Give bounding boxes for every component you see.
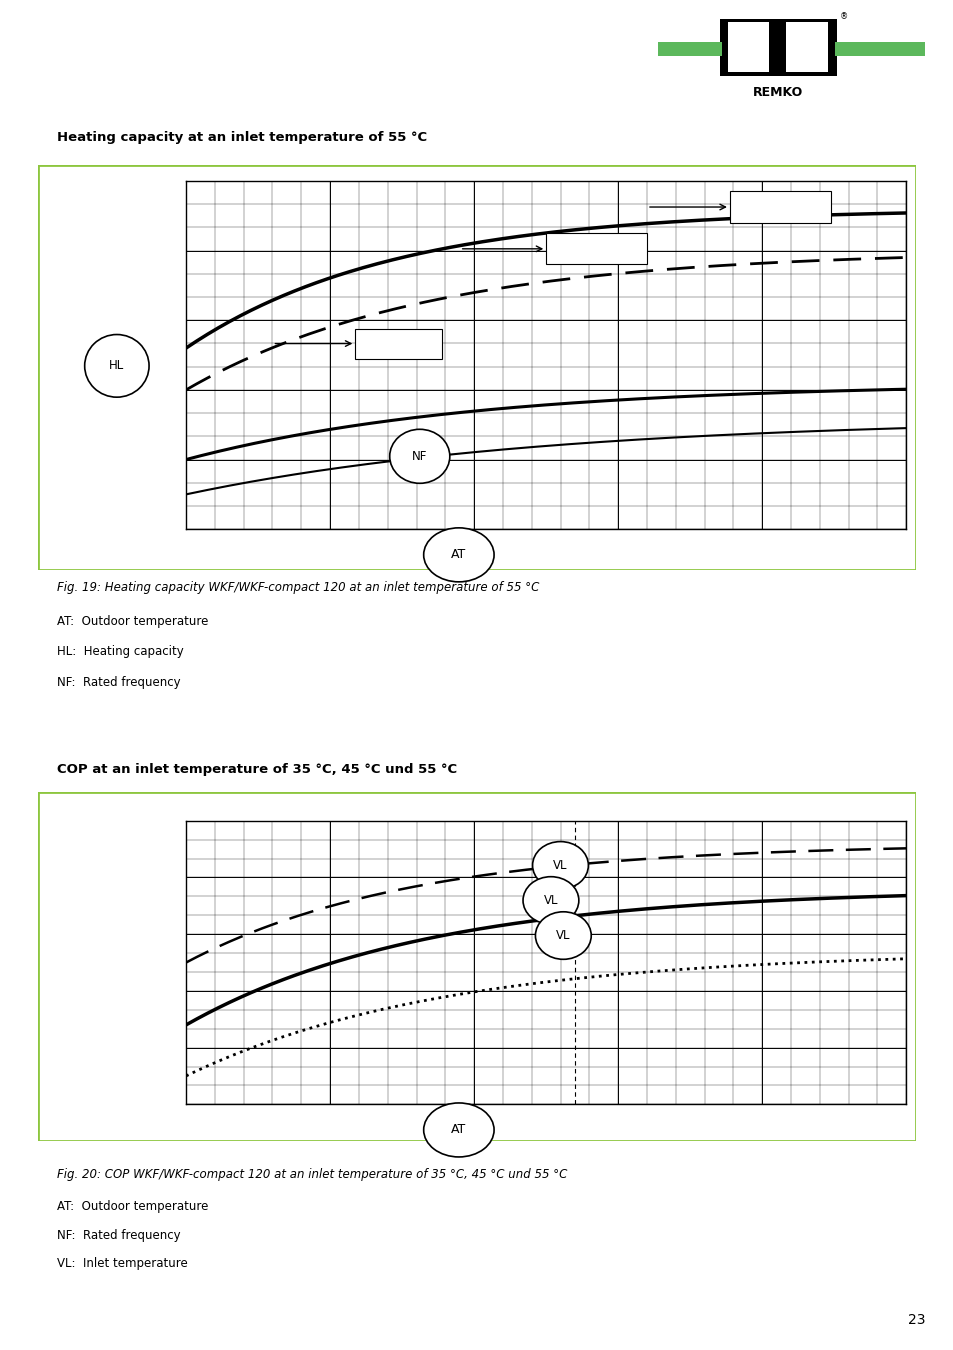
- Ellipse shape: [423, 1103, 494, 1157]
- Text: Heating capacity at an inlet temperature of 55 °C: Heating capacity at an inlet temperature…: [57, 131, 427, 144]
- Text: HL: HL: [110, 359, 124, 373]
- Text: 23: 23: [907, 1312, 924, 1327]
- Text: AT: AT: [451, 1123, 466, 1137]
- Bar: [355, 329, 441, 359]
- Text: VL:  Inlet temperature: VL: Inlet temperature: [57, 1257, 188, 1270]
- Bar: [658, 42, 721, 57]
- Text: NF: NF: [412, 450, 427, 463]
- Ellipse shape: [85, 335, 149, 397]
- Text: ®: ®: [839, 12, 847, 22]
- Ellipse shape: [522, 876, 578, 925]
- Text: VL: VL: [553, 859, 567, 872]
- Text: AT:  Outdoor temperature: AT: Outdoor temperature: [57, 1200, 209, 1214]
- Text: NF:  Rated frequency: NF: Rated frequency: [57, 1228, 181, 1242]
- Text: AT: AT: [451, 548, 466, 562]
- Bar: [727, 23, 768, 72]
- Text: Fig. 20: COP WKF/WKF-compact 120 at an inlet temperature of 35 °C, 45 °C und 55 : Fig. 20: COP WKF/WKF-compact 120 at an i…: [57, 1168, 567, 1181]
- Bar: [729, 192, 830, 223]
- Bar: [719, 19, 837, 76]
- Text: Fig. 19: Heating capacity WKF/WKF-compact 120 at an inlet temperature of 55 °C: Fig. 19: Heating capacity WKF/WKF-compac…: [57, 580, 539, 594]
- Ellipse shape: [390, 429, 450, 483]
- Text: COP at an inlet temperature of 35 °C, 45 °C und 55 °C: COP at an inlet temperature of 35 °C, 45…: [57, 763, 456, 776]
- Text: VL: VL: [543, 894, 558, 907]
- Text: HL:  Heating capacity: HL: Heating capacity: [57, 645, 184, 659]
- Bar: [545, 234, 646, 265]
- Text: REMKO: REMKO: [753, 85, 802, 99]
- Text: NF:  Rated frequency: NF: Rated frequency: [57, 675, 181, 688]
- Text: VL: VL: [556, 929, 570, 942]
- Ellipse shape: [423, 528, 494, 582]
- Bar: [834, 42, 924, 57]
- Ellipse shape: [535, 911, 591, 960]
- Text: AT:  Outdoor temperature: AT: Outdoor temperature: [57, 616, 209, 628]
- Ellipse shape: [532, 841, 588, 890]
- Bar: [785, 23, 827, 72]
